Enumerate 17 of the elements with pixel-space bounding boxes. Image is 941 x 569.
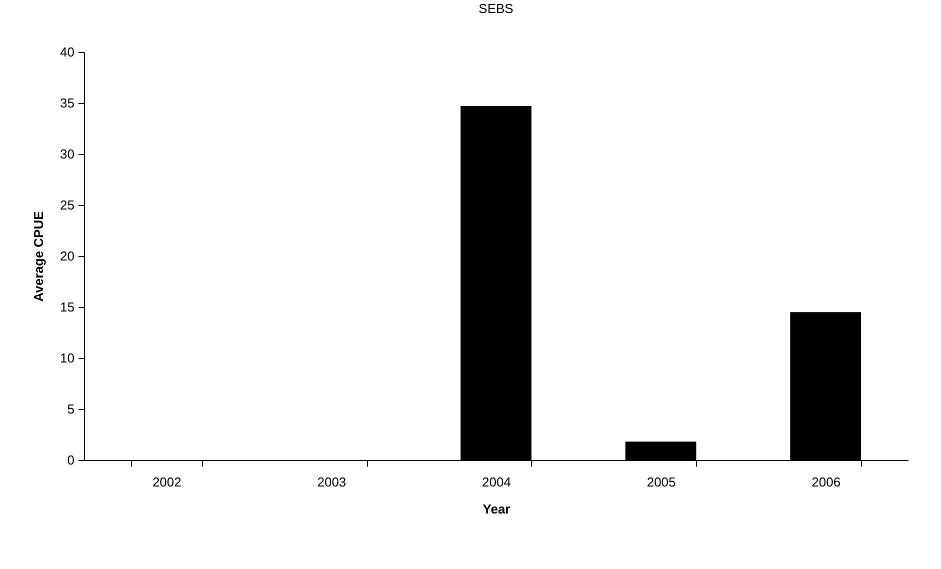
x-tick-label: 2004 bbox=[482, 474, 511, 490]
y-tick-label: 5 bbox=[67, 402, 74, 416]
y-tick-label: 30 bbox=[60, 146, 74, 162]
y-tick-label: 25 bbox=[60, 198, 74, 212]
x-tick-label: 2006 bbox=[812, 474, 841, 490]
chart-title: SEBS bbox=[478, 1, 514, 16]
x-axis-title: Year bbox=[482, 502, 510, 516]
y-tick-label: 20 bbox=[60, 248, 74, 264]
x-tick-label: 2002 bbox=[152, 474, 182, 490]
x-tick-label: 2003 bbox=[317, 474, 346, 490]
y-axis-title: Average CPUE bbox=[31, 210, 46, 302]
x-tick-label: 2005 bbox=[646, 474, 676, 490]
y-tick-label: 40 bbox=[60, 44, 74, 60]
y-tick-label: 35 bbox=[60, 96, 74, 110]
y-tick-label: 0 bbox=[67, 452, 74, 468]
y-tick-label: 10 bbox=[60, 350, 74, 366]
y-tick-label: 15 bbox=[60, 300, 74, 314]
